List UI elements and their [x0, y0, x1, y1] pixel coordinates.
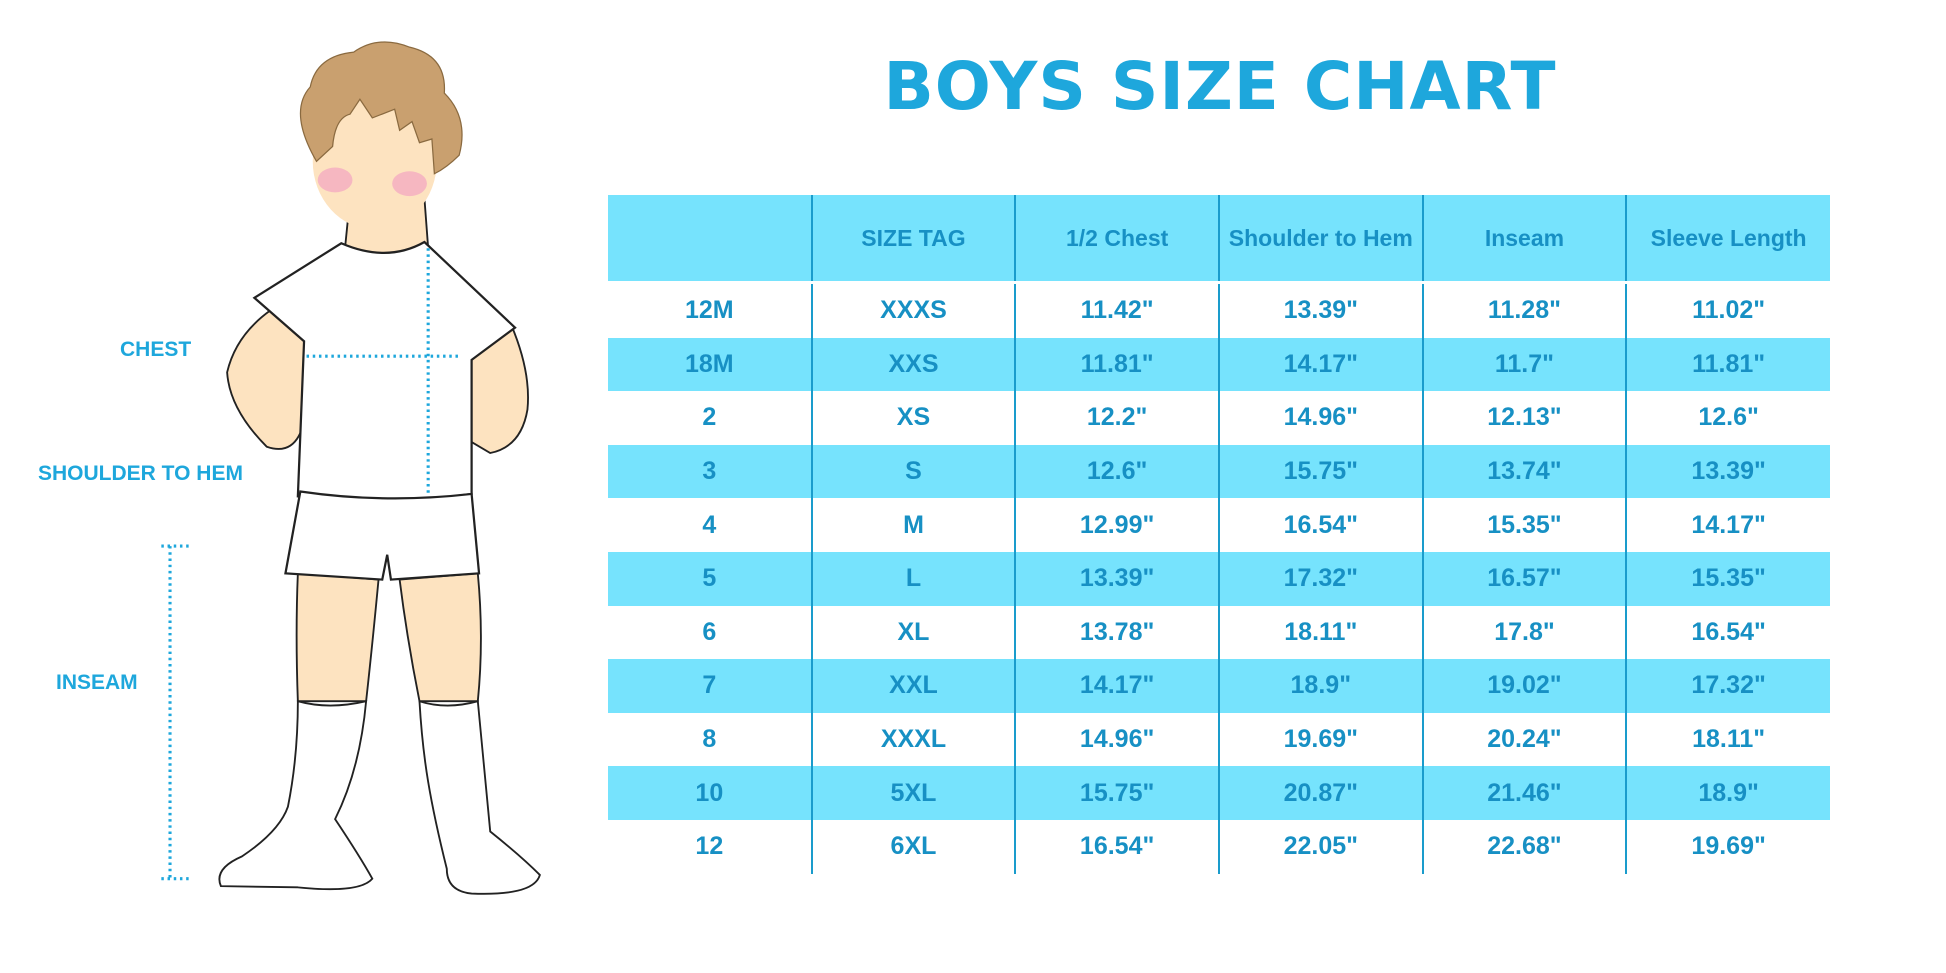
table-cell: 16.54"	[1014, 819, 1219, 874]
header-row: SIZE TAG 1/2 Chest Shoulder to Hem Inseam Sl…	[608, 195, 1830, 284]
table-cell: 14.96"	[1014, 712, 1219, 767]
table-cell: 3	[608, 444, 812, 499]
right-cheek	[392, 171, 427, 197]
table-cell: 14.17"	[1014, 659, 1219, 713]
table-cell: 18M	[608, 337, 812, 392]
table-cell: 12M	[685, 296, 734, 325]
table-cell: XXXL	[810, 712, 1016, 767]
column-header: Shoulder to Hem	[1217, 195, 1423, 284]
table-row: 6 XL 13.78" 18.11" 17.8" 16.54"	[608, 605, 1830, 660]
table-cell: 13.39"	[1625, 444, 1830, 499]
table-cell: 10	[608, 766, 812, 820]
table-cell: 16.54"	[1217, 498, 1423, 552]
table-cell: 15.35"	[1421, 498, 1627, 552]
table-cell: 12.6"	[1625, 391, 1830, 445]
table-cell: 13.78"	[1014, 605, 1219, 660]
column-header: Inseam	[1421, 195, 1627, 284]
column-header	[608, 195, 812, 284]
table-cell: 18.9"	[1625, 766, 1830, 820]
table-cell: 12.2"	[1014, 391, 1219, 445]
table-cell: 12.13"	[1421, 391, 1627, 445]
socks	[218, 699, 541, 895]
table-cell: 18.11"	[1625, 712, 1830, 767]
table-cell: 8	[702, 725, 717, 754]
table-cell: XXXS	[810, 282, 1016, 338]
table-cell: 20.24"	[1421, 712, 1627, 767]
table-cell: 6XL	[810, 819, 1016, 874]
table-row: 18M XXS 11.81" 14.17" 11.7" 11.81"	[608, 337, 1830, 392]
table-cell: L	[810, 551, 1016, 606]
table-cell: 19.69"	[1217, 712, 1423, 767]
table-cell: 15.35"	[1625, 551, 1830, 606]
table-cell: 11.42"	[1014, 282, 1219, 338]
table-row: 10 5XL 15.75" 20.87" 21.46" 18.9"	[608, 766, 1830, 820]
table-cell: 13.74"	[1421, 444, 1627, 499]
table-cell: 19.02"	[1421, 659, 1627, 713]
table-cell: XXL	[810, 659, 1016, 713]
page-title: BOYS SIZE CHART	[883, 48, 1557, 125]
table-cell: 7	[608, 659, 812, 713]
table-cell: XXS	[810, 337, 1016, 392]
table-cell: 14.17"	[1217, 337, 1423, 392]
table-cell: 22.05"	[1217, 819, 1423, 874]
table-cell: 2	[702, 403, 717, 432]
column-header: SIZE TAG	[810, 195, 1016, 284]
table-row: 7 XXL 14.17" 18.9" 19.02" 17.32"	[608, 659, 1830, 713]
legs	[295, 572, 482, 703]
table-cell: 16.54"	[1625, 605, 1830, 660]
measure-lines	[161, 248, 462, 881]
table-cell: 11.02"	[1625, 282, 1830, 338]
table-cell: XL	[810, 605, 1016, 660]
table-row: 12 6XL 16.54" 22.05" 22.68" 19.69"	[608, 819, 1830, 874]
table-cell: XS	[810, 391, 1016, 445]
table-cell: 12.99"	[1014, 498, 1219, 552]
table-cell: 18.9"	[1217, 659, 1423, 713]
table-cell: 11.28"	[1421, 282, 1627, 338]
table-cell: 19.69"	[1625, 819, 1830, 874]
table-cell: 17.32"	[1217, 551, 1423, 606]
table-row: 12M XXXS 11.42" 13.39" 11.28" 11.02"	[608, 282, 1830, 338]
table-cell: 11.81"	[1625, 337, 1830, 392]
table-cell: S	[810, 444, 1016, 499]
right-arm	[226, 309, 529, 454]
table-cell: 17.32"	[1625, 659, 1830, 713]
table-row: 5 L 13.39" 17.32" 16.57" 15.35"	[608, 551, 1830, 606]
table-cell: 13.39"	[1014, 551, 1219, 606]
size-table: SIZE TAG 1/2 Chest Shoulder to Hem Inseam Sl…	[608, 195, 1830, 874]
chest-label: CHEST	[120, 338, 192, 361]
table-cell: 4	[702, 510, 717, 539]
table-row: 4 M 12.99" 16.54" 15.35" 14.17"	[608, 498, 1830, 552]
table-cell: 11.81"	[1014, 337, 1219, 392]
table-cell: 14.96"	[1217, 391, 1423, 445]
column-header: Sleeve Length	[1625, 195, 1830, 284]
table-cell: 18.11"	[1217, 605, 1423, 660]
table-cell: 5XL	[810, 766, 1016, 820]
table-row: 8 XXXL 14.96" 19.69" 20.24" 18.11"	[608, 712, 1830, 767]
table-cell: 5	[608, 551, 812, 606]
table-cell: 22.68"	[1421, 819, 1627, 874]
shoulder-to-hem-label: SHOULDER TO HEM	[38, 462, 243, 485]
table-cell: 21.46"	[1421, 766, 1627, 820]
table-row: 3 S 12.6" 15.75" 13.74" 13.39"	[608, 444, 1830, 499]
table-cell: 15.75"	[1014, 766, 1219, 820]
inseam-label: INSEAM	[56, 671, 138, 694]
table-cell: M	[810, 498, 1016, 552]
table-cell: 14.17"	[1625, 498, 1830, 552]
table-cell: 13.39"	[1217, 282, 1423, 338]
table-cell: 15.75"	[1217, 444, 1423, 499]
table-cell: 17.8"	[1421, 605, 1627, 660]
table-cell: 11.7"	[1421, 337, 1627, 392]
table-row: 2 XS 12.2" 14.96" 12.13" 12.6"	[608, 391, 1830, 445]
table-cell: 16.57"	[1421, 551, 1627, 606]
table-cell: 20.87"	[1217, 766, 1423, 820]
shorts	[284, 490, 481, 581]
table-cell: 12	[695, 832, 724, 861]
column-header: 1/2 Chest	[1014, 195, 1219, 284]
left-cheek	[317, 167, 353, 193]
table-cell: 12.6"	[1014, 444, 1219, 499]
hair	[299, 41, 463, 175]
table-cell: 6	[702, 617, 717, 646]
